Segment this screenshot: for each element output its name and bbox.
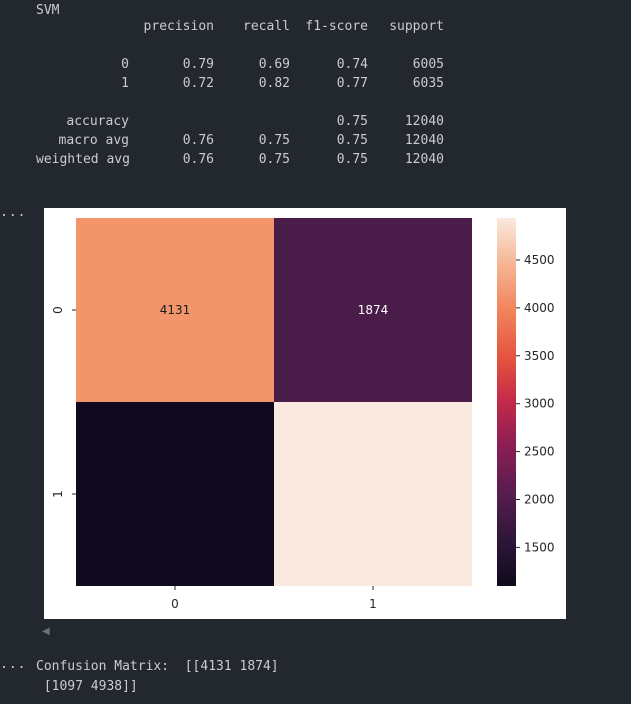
row-label: accuracy [66,114,129,129]
colorbar-tick-label-1500: 1500 [524,540,555,554]
heatmap-cell-0-1 [274,218,472,402]
heatmap-annotation-0-1: 1874 [358,303,389,317]
row-f1: 0.75 [336,133,368,148]
x-tick-label-0: 0 [171,597,179,611]
colorbar-tick-label-2000: 2000 [524,492,555,506]
y-tick-label-0: 0 [51,306,65,314]
row-label: 1 [121,76,129,91]
heatmap-cell-0-0 [76,218,274,402]
row-support: 12040 [404,114,444,129]
row-label: 0 [121,57,129,72]
heatmap-annotation-0-0: 4131 [160,303,191,317]
heatmap-figure: 4131 1874 0 1 0 1 1500 2000 2500 3000 3500 4000 4… [44,208,566,619]
heatmap-cell-1-1 [274,402,472,586]
row-label: macro avg [58,133,129,148]
confusion-output-line1: Confusion Matrix: [[4131 1874] [36,657,279,676]
confusion-output-line2: [1097 4938]] [36,677,138,696]
row-f1: 0.75 [336,152,368,167]
colorbar [497,218,516,586]
row-label: weighted avg [36,152,130,167]
row-f1: 0.74 [336,57,368,72]
colorbar-tick-label-2500: 2500 [524,445,555,459]
scroll-left-icon[interactable]: ◀ [42,626,50,637]
row-precision: 0.76 [182,152,214,167]
colorbar-tick-label-3500: 3500 [524,349,555,363]
row-precision: 0.79 [182,57,214,72]
heatmap-svg: 4131 1874 0 1 0 1 1500 2000 2500 3000 3500 4000 4… [51,218,555,611]
y-tick-label-1: 1 [51,490,65,498]
confusion-row2: [1097 4938]] [36,679,138,694]
output-menu-icon-2[interactable]: ... [0,657,27,672]
row-recall: 0.69 [258,57,290,72]
header-f1-score: f1-score [305,19,368,34]
report-title: SVM [36,3,60,18]
heatmap-cell-1-0 [76,402,274,586]
row-f1: 0.75 [336,114,368,129]
confusion-label: Confusion Matrix: [36,659,170,674]
row-support: 12040 [404,133,444,148]
row-recall: 0.75 [258,152,290,167]
header-recall: recall [243,19,290,34]
row-recall: 0.75 [258,133,290,148]
row-support: 6005 [412,57,444,72]
colorbar-tick-label-4000: 4000 [524,301,555,315]
confusion-row1: [[4131 1874] [184,659,279,674]
output-menu-icon[interactable]: ... [0,205,27,220]
x-tick-label-1: 1 [369,597,377,611]
colorbar-tick-label-4500: 4500 [524,253,555,267]
row-precision: 0.76 [182,133,214,148]
header-support: support [389,19,444,34]
row-f1: 0.77 [336,76,368,91]
row-support: 6035 [412,76,444,91]
row-recall: 0.82 [258,76,290,91]
row-precision: 0.72 [182,76,214,91]
row-support: 12040 [404,152,444,167]
header-precision: precision [143,19,214,34]
colorbar-tick-label-3000: 3000 [524,397,555,411]
